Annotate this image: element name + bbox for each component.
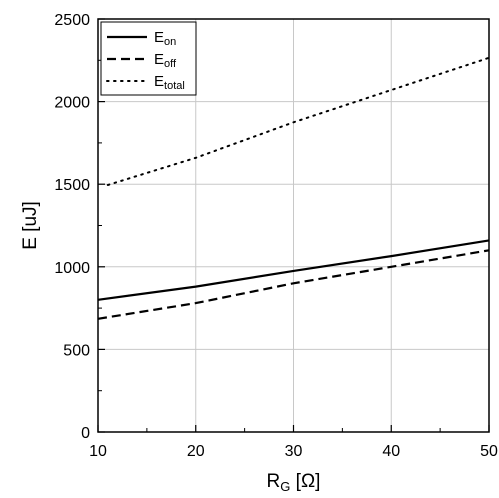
x-tick-label: 50: [480, 443, 498, 460]
legend-label-sub: off: [164, 58, 177, 70]
x-axis-label-unit: [Ω]: [290, 471, 320, 492]
grid-lines: [98, 19, 489, 432]
y-tick-label: 2500: [54, 12, 90, 29]
x-axis-label-sub: G: [280, 479, 290, 494]
y-tick-label: 1000: [54, 260, 90, 277]
y-axis-label: E [uJ]: [20, 201, 41, 250]
legend-label-main: E: [154, 51, 164, 68]
series-line-eoff: [97, 249, 490, 320]
y-tick-label: 500: [63, 342, 90, 359]
x-axis-label-main: R: [267, 471, 281, 492]
series-lines: [97, 56, 490, 320]
legend-label-main: E: [154, 29, 164, 46]
axis-ticks: [97, 18, 490, 433]
series-line-etotal: [106, 56, 490, 186]
legend-label-sub: on: [164, 36, 176, 48]
y-tick-label: 0: [81, 425, 90, 442]
x-tick-label: 40: [382, 443, 400, 460]
x-axis-label: RG [Ω]: [267, 471, 321, 494]
legend-label-eon: Eon: [154, 29, 176, 48]
legend-label-sub: total: [164, 80, 185, 92]
series-line-eon: [97, 239, 490, 301]
y-tick-label: 1500: [54, 177, 90, 194]
legend-box: [100, 21, 197, 96]
y-tick-label: 2000: [54, 95, 90, 112]
x-tick-label: 30: [285, 443, 303, 460]
legend-label-eoff: Eoff: [154, 51, 177, 70]
x-tick-label: 20: [187, 443, 205, 460]
x-tick-label: 10: [89, 443, 107, 460]
legend-label-etotal: Etotal: [154, 73, 185, 92]
legend-label-main: E: [154, 73, 164, 90]
